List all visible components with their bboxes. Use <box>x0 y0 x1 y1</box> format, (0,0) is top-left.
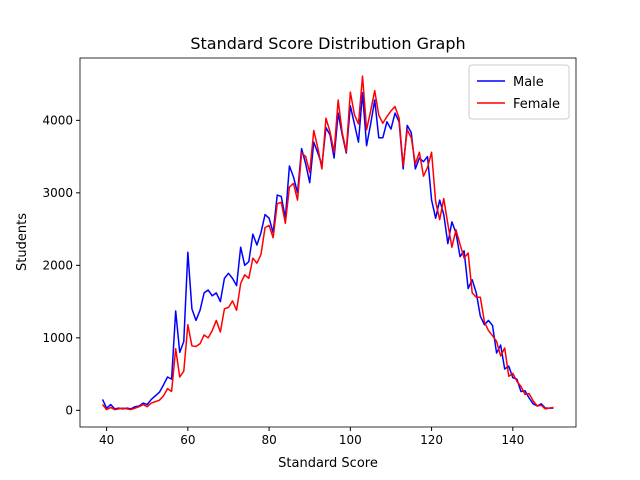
y-axis-label: Students <box>15 213 30 271</box>
legend-label: Male <box>513 75 544 90</box>
x-axis-label: Standard Score <box>278 456 378 471</box>
chart-title: Standard Score Distribution Graph <box>190 34 465 53</box>
line-series <box>101 92 554 410</box>
y-tick-label: 4000 <box>42 113 73 127</box>
y-tick-label: 2000 <box>42 258 73 272</box>
legend-box <box>468 64 570 120</box>
x-tick-label: 40 <box>99 433 114 447</box>
x-tick-label: 100 <box>339 433 362 447</box>
x-tick-label: 120 <box>420 433 443 447</box>
x-tick-label: 140 <box>501 433 524 447</box>
y-tick-label: 3000 <box>42 186 73 200</box>
x-tick-label: 60 <box>180 433 195 447</box>
line-series <box>101 75 554 411</box>
y-tick-label: 1000 <box>42 331 73 345</box>
y-tick-label: 0 <box>65 403 73 417</box>
x-tick-label: 80 <box>261 433 276 447</box>
plot-frame <box>79 57 577 428</box>
legend-label: Female <box>513 97 560 112</box>
